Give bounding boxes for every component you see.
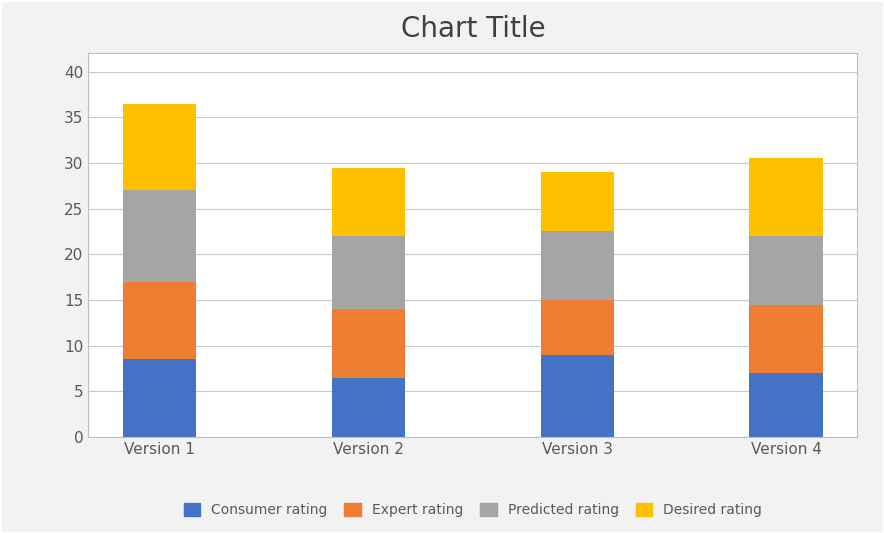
Title: Chart Title: Chart Title [400,14,545,43]
Bar [541,231,613,300]
Bar [750,304,822,373]
Bar [541,300,613,355]
Bar [541,355,613,437]
Bar [124,103,196,190]
Bar [750,373,822,437]
Bar [332,167,405,236]
Bar [332,378,405,437]
Bar [750,158,822,236]
Bar [124,359,196,437]
Bar [541,172,613,231]
Bar [750,236,822,304]
Legend: Consumer rating, Expert rating, Predicted rating, Desired rating: Consumer rating, Expert rating, Predicte… [178,498,768,523]
Bar [332,236,405,309]
Bar [124,190,196,282]
Bar [124,282,196,359]
Bar [332,309,405,378]
